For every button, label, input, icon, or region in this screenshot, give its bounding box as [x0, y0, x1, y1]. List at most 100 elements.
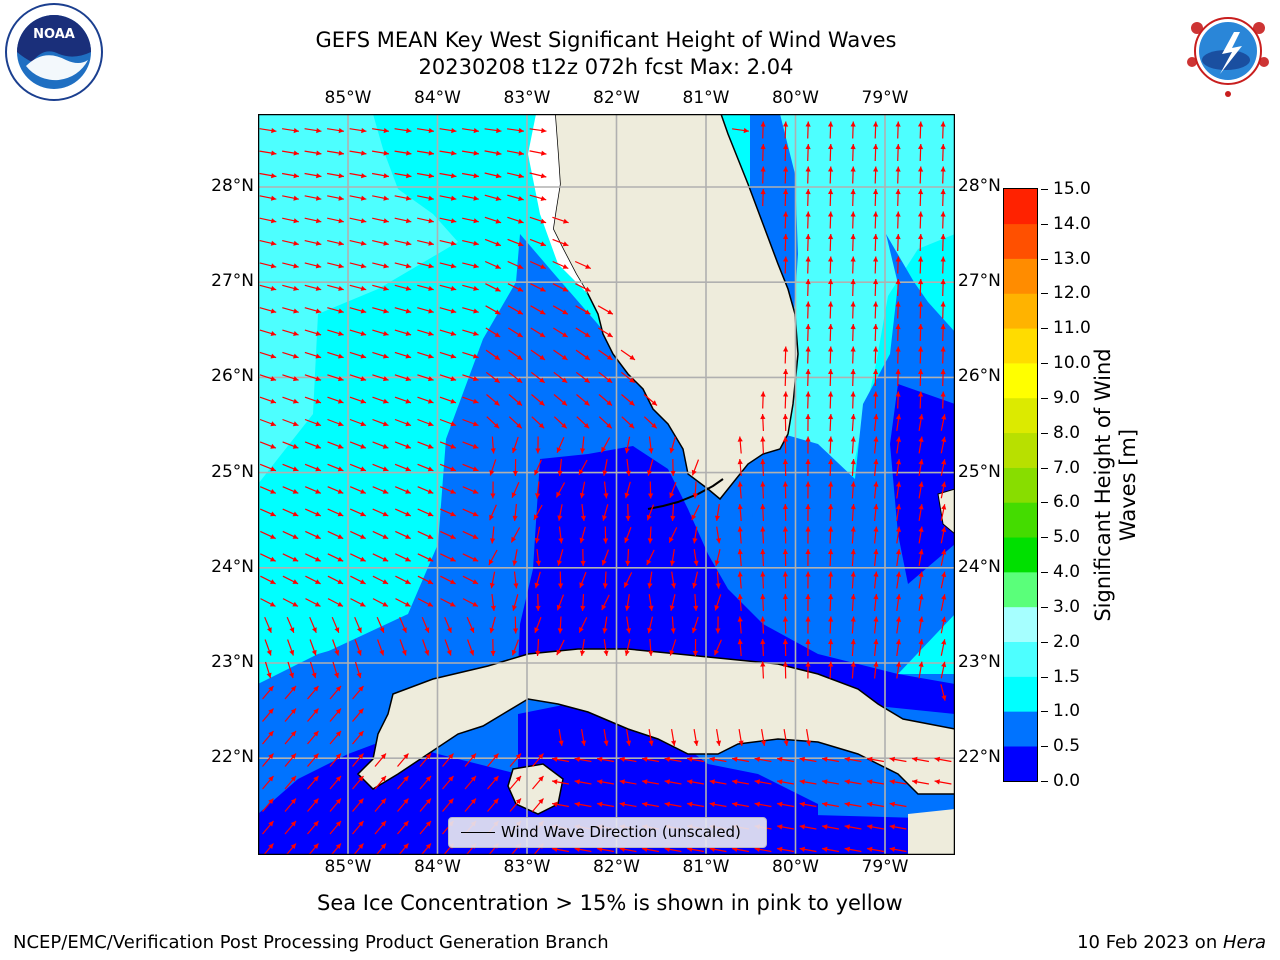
wave-direction-arrowhead — [315, 218, 322, 224]
wave-direction-arrowhead — [290, 708, 296, 714]
wave-direction-arrowhead — [783, 211, 789, 217]
map-frame — [257, 113, 956, 856]
wave-direction-arrowhead — [828, 594, 834, 600]
wave-direction-arrowhead — [889, 824, 895, 830]
wave-direction-arrowhead — [513, 583, 519, 589]
footer-date: 10 Feb 2023 on Hera — [1077, 932, 1266, 953]
wave-direction-arrowhead — [450, 398, 456, 404]
wave-direction-arrowhead — [873, 144, 879, 150]
longitude-label-top: 85°W — [324, 88, 372, 108]
wave-direction-arrowhead — [873, 571, 879, 577]
wave-direction-arrowhead — [895, 211, 901, 217]
wave-direction-arrowhead — [428, 353, 434, 359]
wave-direction-arrowhead — [427, 511, 434, 517]
wave-direction-arrowhead — [624, 582, 629, 588]
wave-direction-arrowhead — [358, 843, 364, 849]
colorbar-tick-label: 10.0 — [1053, 353, 1091, 374]
wave-direction-arrowhead — [270, 308, 277, 314]
wave-direction-arrowhead — [315, 331, 322, 336]
wave-direction-arrowhead — [561, 400, 567, 406]
wave-direction-arrowhead — [425, 776, 431, 782]
wave-direction-arrowhead — [270, 398, 276, 404]
wave-direction-arrowhead — [850, 594, 856, 600]
wave-direction-arrowhead — [270, 534, 276, 539]
wave-direction-arrowhead — [490, 493, 496, 499]
colorbar-tick-label: 0.5 — [1053, 736, 1081, 757]
wave-direction-arrowhead — [380, 843, 386, 849]
wave-direction-arrowhead — [828, 189, 834, 195]
wave-direction-arrowhead — [360, 376, 367, 382]
colorbar-swatch — [1004, 606, 1037, 642]
wave-direction-arrowhead — [941, 571, 947, 578]
wave-direction-arrowhead — [517, 241, 524, 247]
wave-direction-arrowhead — [850, 279, 856, 285]
wave-direction-arrowhead — [941, 639, 947, 645]
colorbar-label: Significant Height of Wind Waves [m] — [1091, 348, 1140, 622]
wave-direction-arrowhead — [648, 605, 654, 611]
wave-direction-arrowhead — [799, 846, 805, 852]
wave-direction-arrowhead — [538, 423, 545, 429]
longitude-label-bottom: 82°W — [593, 857, 640, 877]
wave-direction-arrowhead — [889, 801, 895, 807]
wave-direction-arrowhead — [293, 353, 299, 359]
wave-direction-arrowhead — [574, 756, 580, 762]
wave-direction-arrowhead — [534, 469, 539, 476]
latitude-label-left: 27°N — [211, 271, 254, 292]
wave-direction-arrowhead — [867, 846, 873, 852]
wave-direction-arrowhead — [358, 731, 364, 737]
map-panel — [257, 113, 956, 856]
wave-direction-arrowhead — [918, 301, 924, 307]
wave-direction-arrowhead — [552, 779, 558, 785]
wave-height-map — [257, 113, 956, 856]
wave-direction-arrowhead — [511, 649, 517, 656]
wave-direction-arrowhead — [873, 594, 879, 600]
wave-direction-arrowhead — [895, 166, 901, 172]
wave-direction-arrowhead — [383, 353, 389, 359]
wave-direction-arrowhead — [292, 579, 299, 584]
wave-direction-arrowhead — [760, 594, 766, 600]
colorbar-swatch — [1004, 502, 1037, 538]
wave-direction-arrowhead — [489, 627, 495, 634]
wave-direction-arrowhead — [828, 414, 834, 420]
wave-direction-arrowhead — [783, 121, 789, 127]
wave-direction-arrowhead — [918, 639, 924, 645]
wave-direction-arrowhead — [918, 436, 924, 442]
wave-direction-arrowhead — [805, 436, 811, 442]
wave-direction-arrowhead — [515, 798, 521, 804]
wave-direction-arrowhead — [693, 560, 699, 566]
wave-direction-arrowhead — [270, 331, 277, 336]
colorbar-tick-mark — [1041, 676, 1048, 678]
wave-direction-arrowhead — [606, 400, 612, 406]
wave-direction-arrowhead — [472, 489, 479, 494]
wave-direction-arrowhead — [850, 256, 856, 262]
wave-direction-arrowhead — [270, 466, 276, 472]
wave-direction-arrowhead — [270, 579, 276, 584]
wave-direction-arrowhead — [428, 285, 434, 291]
wave-direction-arrowhead — [850, 189, 856, 195]
wave-direction-arrowhead — [358, 776, 364, 782]
wave-direction-arrowhead — [403, 821, 409, 827]
wave-direction-arrowhead — [918, 121, 924, 127]
wave-direction-arrowhead — [805, 234, 811, 240]
wave-direction-arrowhead — [315, 398, 321, 404]
wave-direction-arrowhead — [517, 309, 523, 315]
wave-direction-arrowhead — [406, 128, 412, 134]
wave-direction-arrowhead — [290, 686, 296, 692]
wave-direction-arrowhead — [406, 150, 412, 156]
wave-direction-arrowhead — [493, 423, 500, 429]
wave-direction-arrowhead — [267, 627, 272, 633]
wave-direction-arrowhead — [828, 459, 834, 465]
wave-direction-arrowhead — [515, 753, 521, 759]
wave-direction-arrowhead — [360, 353, 367, 359]
noaa-logo-text: NOAA — [33, 27, 75, 42]
wave-direction-arrowhead — [380, 798, 386, 804]
wave-direction-arrowhead — [716, 740, 722, 746]
wave-direction-arrowhead — [382, 534, 389, 539]
wave-direction-arrowhead — [338, 173, 344, 179]
sea-ice-note: Sea Ice Concentration > 15% is shown in … — [317, 891, 903, 915]
wave-direction-arrowhead — [940, 211, 946, 217]
wave-direction-arrowhead — [493, 776, 499, 782]
colorbar-swatch — [1004, 467, 1037, 503]
wave-direction-arrowhead — [382, 556, 389, 562]
wave-direction-arrowhead — [941, 436, 947, 443]
